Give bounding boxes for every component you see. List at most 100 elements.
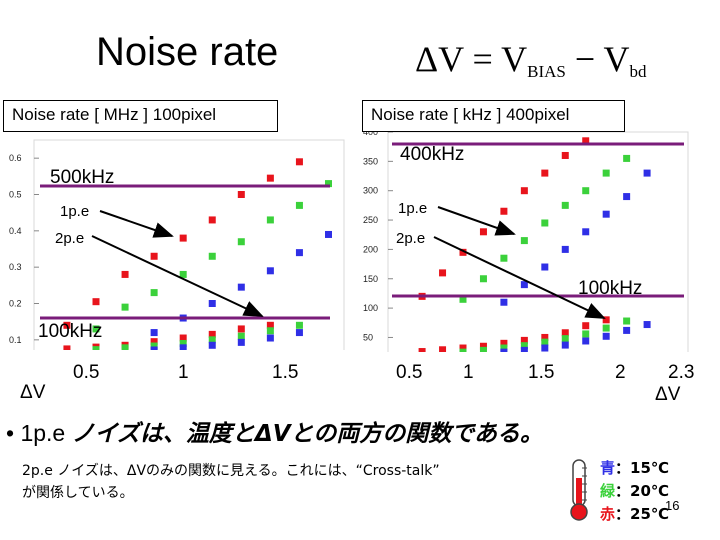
data-point <box>208 330 216 338</box>
left-label-2pe: 2p.e <box>55 230 84 247</box>
data-point <box>325 230 332 238</box>
data-point <box>92 298 100 306</box>
data-point <box>459 344 467 352</box>
data-point <box>520 187 528 195</box>
data-point <box>295 329 303 337</box>
data-point <box>266 216 274 224</box>
data-point <box>179 344 187 352</box>
data-point <box>459 248 467 256</box>
data-point <box>295 201 303 209</box>
charts-area: 0.1 0.2 0.3 0.4 0.5 0.6 500kHz 1p.e 2p.e 100k… <box>9 127 710 405</box>
y-tick-label: 200 <box>363 244 378 254</box>
legend-item-red: 赤：25℃ <box>600 503 669 526</box>
data-point <box>92 346 100 354</box>
y-tick-label: 150 <box>363 274 378 284</box>
data-point <box>208 252 216 260</box>
left-plot-area <box>33 139 345 359</box>
data-point <box>92 325 100 333</box>
data-point <box>237 338 245 346</box>
data-point <box>582 337 590 345</box>
left-label-1pe: 1p.e <box>60 203 89 220</box>
note-line-1: 2p.e ノイズは、ΔVのみの関数に見える。これには、“Cross-talk” <box>22 463 440 479</box>
data-point <box>63 345 71 353</box>
data-point <box>561 151 569 159</box>
right-xtick-0.5: 0.5 <box>396 362 422 383</box>
data-point <box>179 270 187 278</box>
data-point <box>520 336 528 344</box>
right-chart: 50 100 150 200 250 300 350 400 400kHz 1p.e 2p.e… <box>363 127 710 405</box>
data-point <box>643 169 651 177</box>
data-point <box>325 180 332 188</box>
data-point <box>623 193 631 201</box>
data-point <box>643 321 651 329</box>
data-point <box>623 326 631 334</box>
data-point <box>237 191 245 198</box>
data-point <box>582 322 590 330</box>
right-arrow-1pe <box>437 206 516 236</box>
bullet-mark: • <box>6 420 15 446</box>
legend-item-blue: 青：15℃ <box>600 457 669 480</box>
y-tick-label: 250 <box>363 215 378 225</box>
data-point <box>500 254 508 262</box>
left-chart: 0.1 0.2 0.3 0.4 0.5 0.6 500kHz 1p.e 2p.e 100k… <box>9 139 352 403</box>
right-xlabel: ΔV <box>655 384 681 405</box>
left-xtick-1.5: 1.5 <box>272 362 298 383</box>
data-point <box>179 339 187 347</box>
data-point <box>439 346 447 354</box>
data-point <box>237 238 245 246</box>
data-point <box>520 281 528 289</box>
data-point <box>479 275 487 283</box>
data-point <box>561 329 569 337</box>
data-point <box>459 295 467 303</box>
right-xtick-1.5: 1.5 <box>528 362 554 383</box>
left-label-500khz: 500kHz <box>50 167 114 188</box>
left-xtick-0.5: 0.5 <box>73 362 99 383</box>
y-tick-label: 0.6 <box>9 153 22 163</box>
data-point <box>602 169 610 177</box>
data-point <box>237 325 245 333</box>
data-point <box>541 169 549 177</box>
data-point <box>208 300 216 307</box>
y-tick-label: 400 <box>363 127 378 137</box>
data-point <box>541 219 549 227</box>
data-point <box>541 333 549 341</box>
right-y-ticks: 50 100 150 200 250 300 350 400 <box>363 127 393 342</box>
data-point <box>582 228 590 236</box>
data-point <box>150 289 158 297</box>
left-chart-header: Noise rate [ MHz ] 100pixel <box>3 100 278 132</box>
data-point <box>266 334 274 342</box>
formula-sub-bd: bd <box>629 62 647 81</box>
data-point <box>208 341 216 349</box>
data-point <box>479 228 487 236</box>
data-point <box>582 330 590 338</box>
data-point <box>479 346 487 354</box>
left-xtick-1: 1 <box>178 362 189 383</box>
data-point <box>266 267 274 275</box>
formula-lhs: ΔV = V <box>415 39 528 79</box>
data-point <box>500 298 508 306</box>
data-point <box>520 342 528 350</box>
data-point <box>266 174 274 182</box>
data-point <box>582 187 590 195</box>
data-point <box>208 216 216 224</box>
data-point <box>295 321 303 329</box>
data-point <box>121 344 129 352</box>
right-arrow-2pe <box>433 236 606 319</box>
data-point <box>266 327 274 335</box>
y-tick-label: 300 <box>363 186 378 196</box>
formula-sub-bias: BIAS <box>527 62 566 81</box>
right-label-2pe: 2p.e <box>396 230 425 247</box>
y-tick-label: 0.2 <box>9 299 22 309</box>
legend-name: 赤 <box>600 505 616 523</box>
data-point <box>439 269 447 277</box>
legend-value: ：15℃ <box>615 459 670 477</box>
data-point <box>561 245 569 253</box>
data-point <box>541 263 549 271</box>
legend-name: 緑 <box>600 482 616 500</box>
data-point <box>179 234 187 242</box>
data-point <box>150 342 158 350</box>
y-tick-label: 100 <box>363 303 378 313</box>
data-point <box>561 201 569 209</box>
right-label-1pe: 1p.e <box>398 200 427 217</box>
bullet-prefix: 1p.e <box>20 420 72 446</box>
